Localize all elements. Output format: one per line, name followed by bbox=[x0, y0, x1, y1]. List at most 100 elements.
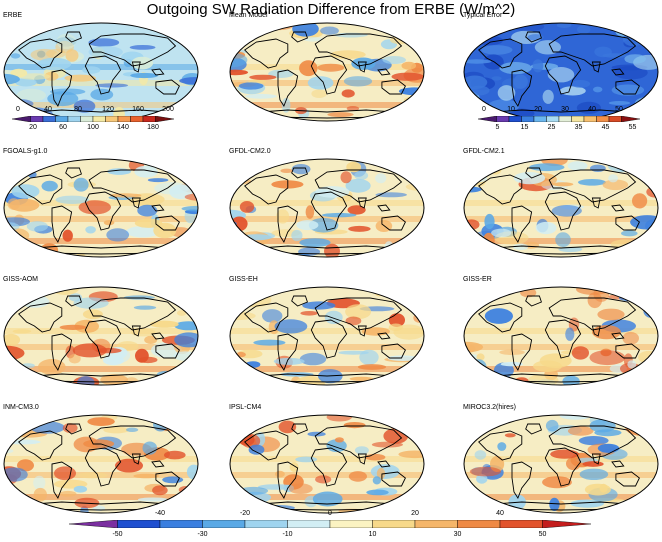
map-field-patch bbox=[483, 287, 503, 295]
map-field-patch bbox=[174, 332, 198, 348]
map-field-patch bbox=[327, 112, 354, 118]
coastline bbox=[155, 215, 180, 231]
map-field-patch bbox=[59, 490, 77, 497]
colorbar-swatch bbox=[499, 520, 543, 528]
coastline bbox=[155, 471, 180, 487]
map-field-patch bbox=[365, 453, 386, 461]
map-field-patch bbox=[230, 29, 250, 42]
map-field-patch bbox=[324, 310, 343, 325]
map-field-patch bbox=[172, 294, 196, 301]
colorbar-swatch bbox=[542, 520, 591, 528]
map-border bbox=[463, 158, 659, 258]
map-field-band bbox=[464, 366, 658, 372]
coastline bbox=[155, 343, 180, 359]
map-field-patch bbox=[62, 229, 73, 242]
map-field-patch bbox=[268, 69, 294, 78]
colorbar-tick-label: 20 bbox=[534, 106, 542, 113]
map-field-patch bbox=[299, 352, 327, 366]
map-field-patch bbox=[64, 74, 96, 82]
map-field-patch bbox=[133, 305, 157, 310]
map-field-patch bbox=[184, 193, 198, 201]
colorbar-tick-label: -30 bbox=[197, 531, 208, 538]
map-field-patch bbox=[31, 254, 63, 257]
coastline bbox=[357, 453, 367, 465]
map-field-patch bbox=[633, 161, 658, 176]
map-field-patch bbox=[417, 160, 424, 165]
map-field-patch bbox=[324, 243, 340, 257]
colorbar-tick-label: 40 bbox=[44, 106, 52, 113]
coastline bbox=[88, 33, 177, 67]
map-field-band bbox=[464, 216, 658, 222]
colorbar-swatch bbox=[12, 116, 31, 122]
map-field-patch bbox=[347, 205, 366, 215]
panel-label-giss-er: GISS-ER bbox=[463, 276, 492, 283]
map-field-patch bbox=[578, 179, 606, 186]
map-field-patch bbox=[137, 204, 158, 217]
colorbar-swatch bbox=[558, 116, 572, 122]
map-field-patch bbox=[73, 99, 96, 113]
map-field-band bbox=[464, 494, 658, 500]
map-field-band bbox=[230, 328, 424, 334]
colorbar-tick-label: 45 bbox=[601, 124, 610, 131]
map-field-patch bbox=[298, 247, 321, 256]
coastline bbox=[84, 447, 122, 487]
colorbar-tick-label: 40 bbox=[588, 106, 596, 113]
map-field-patch bbox=[90, 88, 114, 101]
map-field-patch bbox=[280, 168, 293, 173]
colorbar-swatch bbox=[117, 116, 131, 122]
map-border bbox=[229, 158, 425, 258]
coastline bbox=[615, 79, 640, 95]
coastline bbox=[377, 332, 391, 340]
map-field-patch bbox=[262, 309, 283, 323]
map-field-patch bbox=[570, 499, 604, 508]
coastline bbox=[611, 460, 625, 468]
map-field-patch bbox=[570, 80, 591, 88]
colorbar-tick-label: 30 bbox=[453, 531, 462, 538]
map-field-patch bbox=[545, 419, 559, 432]
map-field-patch bbox=[134, 218, 163, 228]
map-field-band bbox=[230, 456, 424, 462]
map-field-patch bbox=[55, 195, 90, 204]
coastline bbox=[377, 204, 391, 212]
map-field-patch bbox=[65, 49, 79, 62]
map-field-patch bbox=[10, 53, 21, 59]
map-field-patch bbox=[366, 489, 389, 496]
colorbar-swatch bbox=[105, 116, 119, 122]
colorbar-swatch bbox=[42, 116, 56, 122]
map-field-patch bbox=[474, 450, 487, 460]
map-field-patch bbox=[15, 78, 37, 87]
colorbar-swatch bbox=[508, 116, 522, 122]
map-erbe bbox=[3, 22, 199, 122]
coastline bbox=[51, 461, 73, 499]
map-field-patch bbox=[391, 72, 424, 81]
map-field-patch bbox=[260, 23, 294, 31]
map-field-patch bbox=[107, 168, 131, 175]
coastline bbox=[18, 430, 63, 461]
colorbar-swatch bbox=[202, 520, 246, 528]
map-field-patch bbox=[597, 308, 625, 321]
map-field-band bbox=[464, 200, 658, 206]
colorbar-tick-label: 35 bbox=[574, 124, 583, 131]
coastline bbox=[84, 55, 122, 95]
map-field-band bbox=[464, 472, 658, 478]
map-field-patch bbox=[154, 23, 185, 33]
map-field-patch bbox=[375, 173, 387, 184]
map-field-patch bbox=[467, 501, 486, 510]
colorbar-swatch bbox=[414, 520, 458, 528]
map-field-patch bbox=[622, 415, 645, 423]
coastline bbox=[51, 69, 73, 107]
map-field-patch bbox=[464, 23, 472, 34]
map-field-patch bbox=[532, 59, 544, 73]
colorbar-swatch bbox=[117, 520, 161, 528]
map-field-patch bbox=[133, 473, 159, 479]
coastline bbox=[544, 447, 582, 487]
map-field-band bbox=[464, 456, 658, 462]
map-field-patch bbox=[465, 495, 490, 505]
map-field-patch bbox=[45, 49, 66, 59]
map-field-patch bbox=[504, 433, 516, 438]
map-field-patch bbox=[38, 359, 66, 375]
map-field-patch bbox=[109, 193, 142, 198]
map-field-patch bbox=[250, 287, 286, 292]
colorbar-swatch bbox=[546, 116, 560, 122]
map-field-patch bbox=[627, 360, 637, 369]
